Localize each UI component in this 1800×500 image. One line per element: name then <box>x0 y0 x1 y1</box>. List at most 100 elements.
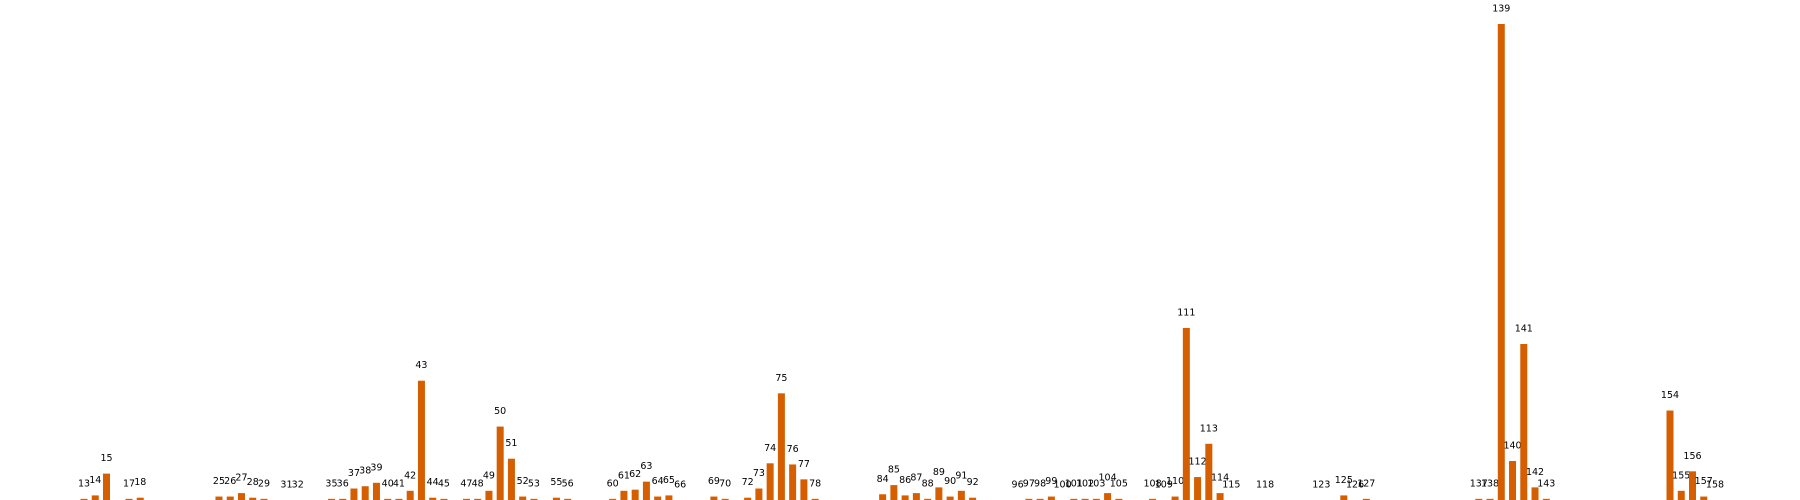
bar <box>384 498 392 500</box>
bar-label: 140 <box>1503 441 1521 452</box>
bar-label: 31 <box>280 480 292 491</box>
bar-label: 55 <box>550 477 562 488</box>
bar-label: 138 <box>1481 478 1499 489</box>
bar-label: 60 <box>607 478 619 489</box>
bar-label: 109 <box>1155 480 1173 491</box>
bar-label: 47 <box>460 478 472 489</box>
bar-label: 29 <box>258 478 270 489</box>
bar-label: 125 <box>1335 475 1353 486</box>
bar <box>721 498 729 500</box>
bar-label: 114 <box>1211 473 1229 484</box>
bar <box>215 496 223 500</box>
bar <box>327 498 335 500</box>
bar-label: 43 <box>415 360 427 371</box>
bar <box>1486 498 1494 500</box>
bar-label: 37 <box>348 468 360 479</box>
bar-label: 142 <box>1526 467 1544 478</box>
bar <box>879 494 887 500</box>
bar <box>969 497 977 500</box>
bar-label: 115 <box>1222 480 1240 491</box>
bar <box>372 482 380 500</box>
bar <box>1520 344 1528 500</box>
bar-label: 42 <box>404 470 416 481</box>
bar <box>1149 498 1157 500</box>
bar-label: 101 <box>1065 478 1083 489</box>
bar <box>350 488 358 500</box>
bar-label: 35 <box>325 478 337 489</box>
bar <box>1531 487 1539 500</box>
bar <box>924 498 932 500</box>
bar-label: 158 <box>1706 480 1724 491</box>
bar <box>507 458 515 500</box>
bar <box>665 495 673 500</box>
bar <box>102 473 110 500</box>
bar-label: 105 <box>1110 478 1128 489</box>
bar <box>1194 477 1202 500</box>
bar-label: 88 <box>922 478 934 489</box>
bar <box>530 498 538 500</box>
bar <box>462 498 470 500</box>
bar <box>417 380 425 500</box>
bar <box>946 496 954 500</box>
bar-label: 69 <box>708 476 720 487</box>
bar <box>1700 496 1708 500</box>
bar <box>800 479 808 500</box>
bar-label: 108 <box>1144 478 1162 489</box>
bar <box>755 488 763 500</box>
bar <box>912 493 920 500</box>
bar <box>564 498 572 500</box>
bar <box>1509 461 1517 500</box>
bar-label: 66 <box>674 480 686 491</box>
bar-label: 63 <box>640 461 652 472</box>
bar-label: 48 <box>472 478 484 489</box>
bar <box>710 496 718 500</box>
bar <box>1115 498 1123 500</box>
bar-label: 103 <box>1087 478 1105 489</box>
bar <box>496 426 504 500</box>
bar <box>957 490 965 500</box>
bar-label: 53 <box>528 478 540 489</box>
bar-label: 13 <box>78 478 90 489</box>
bar <box>1104 493 1112 500</box>
bar <box>744 497 752 500</box>
bar-label: 65 <box>663 475 675 486</box>
bar <box>395 498 403 500</box>
bar <box>777 393 785 500</box>
bar-label: 97 <box>1023 478 1035 489</box>
bar-label: 14 <box>89 475 101 486</box>
bar-label: 126 <box>1346 480 1364 491</box>
bar-label: 45 <box>438 478 450 489</box>
bar <box>237 493 245 500</box>
bar <box>91 495 99 500</box>
bar-label: 110 <box>1166 476 1184 487</box>
bar-label: 118 <box>1256 480 1274 491</box>
bar-label: 36 <box>337 478 349 489</box>
bar <box>1081 498 1089 500</box>
bar-label: 61 <box>618 470 630 481</box>
bar <box>361 486 369 500</box>
bar-label: 76 <box>787 444 799 455</box>
bar-label: 92 <box>967 477 979 488</box>
bar <box>440 498 448 500</box>
bar-label: 112 <box>1189 457 1207 468</box>
bar-label: 51 <box>505 438 517 449</box>
bar-label: 64 <box>652 476 664 487</box>
bar-label: 41 <box>393 478 405 489</box>
bar <box>1542 498 1550 500</box>
bar-label: 70 <box>719 478 731 489</box>
bar-label: 91 <box>955 470 967 481</box>
bar <box>935 487 943 500</box>
bar-label: 104 <box>1099 473 1117 484</box>
bar-label: 111 <box>1177 307 1195 318</box>
bar <box>1666 410 1674 500</box>
bar-label: 89 <box>933 467 945 478</box>
bar <box>1216 493 1224 500</box>
bar <box>519 496 527 500</box>
bar-label: 141 <box>1515 324 1533 335</box>
bar-label: 123 <box>1312 480 1330 491</box>
bar <box>609 498 617 500</box>
bar <box>1475 498 1483 500</box>
bar <box>642 481 650 500</box>
bar-label: 72 <box>742 477 754 488</box>
bar <box>789 464 797 500</box>
